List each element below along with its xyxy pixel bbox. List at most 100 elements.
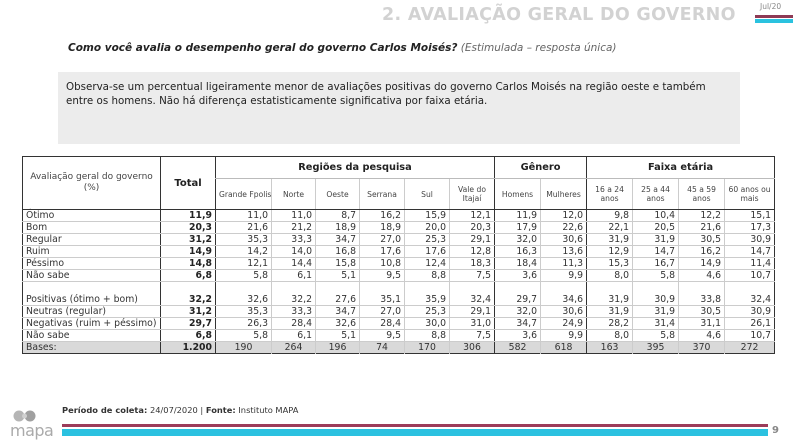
col-header-grande-fpolis: Grande Fpolis <box>215 178 272 210</box>
cell-value: 32,4 <box>724 293 775 306</box>
table-row: Não sabe 6,8 5,8 6,1 5,1 9,5 8,8 7,5 3,6 9,9 8,0 5,… <box>22 269 775 282</box>
total-value: 29,7 <box>160 317 216 330</box>
total-value: 1.200 <box>160 340 216 354</box>
row-label: Regular <box>22 233 161 246</box>
cell-value: 8,8 <box>404 269 450 282</box>
table-row: Ruim 14,9 14,2 14,0 16,8 17,6 17,6 12,8 16,3 13,6… <box>22 245 775 258</box>
col-header-vale-do-itajai: Vale do Itajaí <box>448 178 495 210</box>
cell-value: 190 <box>215 340 272 354</box>
cell-value: 14,7 <box>724 245 775 258</box>
cell-value: 9,5 <box>359 269 405 282</box>
cell-value: 12,0 <box>540 209 587 222</box>
cell-value: 20,5 <box>632 221 679 234</box>
cell-value: 3,6 <box>494 269 541 282</box>
cell-value: 15,8 <box>315 257 360 270</box>
cell-value: 16,3 <box>494 245 541 258</box>
logo-text: mapa <box>10 421 54 440</box>
row-label: Ruim <box>22 245 161 258</box>
summary-row: Não sabe 6,8 5,8 6,1 5,1 9,5 8,8 7,5 3,6 9,9 8,0 5,… <box>22 329 775 342</box>
row-label: Ótimo <box>22 209 161 222</box>
row-label: Não sabe <box>22 269 161 282</box>
table-row: Péssimo 14,8 12,1 14,4 15,8 10,8 12,4 18,3 18,4 1… <box>22 257 775 270</box>
row-label: Péssimo <box>22 257 161 270</box>
cell-value: 10,8 <box>359 257 405 270</box>
total-header: Total <box>160 156 216 210</box>
cell-value: 74 <box>359 340 405 354</box>
period-label: Período de coleta: <box>62 405 148 415</box>
row-label: Negativas (ruim + péssimo) <box>22 317 161 330</box>
cell-value: 27,0 <box>359 305 405 318</box>
cell-value: 9,5 <box>359 329 405 342</box>
cell-value: 28,4 <box>271 317 316 330</box>
cell-value: 10,7 <box>724 329 775 342</box>
cell-value: 12,2 <box>678 209 725 222</box>
col-header-oeste: Oeste <box>315 178 360 210</box>
cell-value: 20,0 <box>404 221 450 234</box>
cell-value: 29,1 <box>448 305 495 318</box>
cell-value: 35,3 <box>215 305 272 318</box>
cell-value: 35,3 <box>215 233 272 246</box>
cell-value: 22,1 <box>586 221 633 234</box>
cell-value: 35,9 <box>404 293 450 306</box>
cell-value: 18,4 <box>494 257 541 270</box>
cell-value: 21,6 <box>215 221 272 234</box>
cell-value: 34,7 <box>315 233 360 246</box>
cell-value: 264 <box>271 340 316 354</box>
footer-separator: | <box>200 405 204 415</box>
cell-value: 28,2 <box>586 317 633 330</box>
cell-value: 18,9 <box>359 221 405 234</box>
results-table: Avaliação geral do governo (%) Total Reg… <box>22 156 776 354</box>
cell-value: 370 <box>678 340 725 354</box>
cell-value: 5,8 <box>632 329 679 342</box>
row-label: Bom <box>22 221 161 234</box>
cell-value: 163 <box>586 340 633 354</box>
cell-value: 34,7 <box>315 305 360 318</box>
summary-row: Negativas (ruim + péssimo) 29,7 26,3 28,4 32… <box>22 317 775 330</box>
cell-value: 11,3 <box>540 257 587 270</box>
summary-row: Neutras (regular) 31,2 35,3 33,3 34,7 27,0 25,… <box>22 305 775 318</box>
row-label: Positivas (ótimo + bom) <box>22 293 161 306</box>
cell-value: 5,8 <box>215 329 272 342</box>
cell-value: 16,7 <box>632 257 679 270</box>
cell-value: 15,3 <box>586 257 633 270</box>
cell-value: 12,1 <box>448 209 495 222</box>
cell-value: 34,6 <box>540 293 587 306</box>
cell-value: 5,1 <box>315 269 360 282</box>
cell-value: 306 <box>448 340 495 354</box>
cell-value: 6,1 <box>271 269 316 282</box>
logo-mark-icon <box>13 410 36 422</box>
row-header-label: Avaliação geral do governo (%) <box>22 156 161 210</box>
cell-value: 3,6 <box>494 329 541 342</box>
date-tag: Jul/20 <box>760 2 782 11</box>
group-header-faixa-etaria: Faixa etária <box>586 156 775 179</box>
total-value: 6,8 <box>160 269 216 282</box>
col-header-mulheres: Mulheres <box>540 178 587 210</box>
cell-value: 12,8 <box>448 245 495 258</box>
cell-value: 11,0 <box>271 209 316 222</box>
cell-value: 5,1 <box>315 329 360 342</box>
header-accent-bar-red <box>755 15 793 18</box>
cell-value: 618 <box>540 340 587 354</box>
cell-value: 29,7 <box>494 293 541 306</box>
summary-row: Positivas (ótimo + bom) 32,2 32,6 32,2 27,6 3… <box>22 293 775 306</box>
col-header-norte: Norte <box>271 178 316 210</box>
total-value: 31,2 <box>160 233 216 246</box>
page-number: 9 <box>772 425 779 436</box>
cell-value: 17,3 <box>724 221 775 234</box>
cell-value: 25,3 <box>404 233 450 246</box>
cell-value: 25,3 <box>404 305 450 318</box>
cell-value: 18,9 <box>315 221 360 234</box>
cell-value: 22,6 <box>540 221 587 234</box>
cell-value: 31,9 <box>586 293 633 306</box>
cell-value: 26,3 <box>215 317 272 330</box>
cell-value: 12,9 <box>586 245 633 258</box>
cell-value: 10,7 <box>724 269 775 282</box>
cell-value: 170 <box>404 340 450 354</box>
col-header-45-59: 45 a 59 anos <box>678 178 725 210</box>
cell-value: 13,6 <box>540 245 587 258</box>
group-header-genero: Gênero <box>494 156 587 179</box>
cell-value: 24,9 <box>540 317 587 330</box>
total-value: 20,3 <box>160 221 216 234</box>
row-label: Não sabe <box>22 329 161 342</box>
cell-value: 9,9 <box>540 329 587 342</box>
